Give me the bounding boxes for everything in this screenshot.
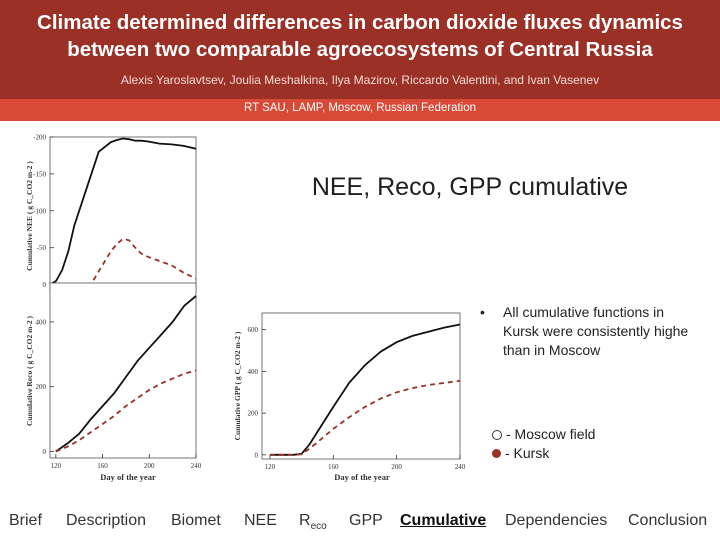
- series-line-dashed: [55, 369, 197, 453]
- x-axis-label: Day of the year: [100, 472, 156, 482]
- nav-conclusion[interactable]: Conclusion: [628, 512, 708, 529]
- series-line-dashed: [269, 379, 461, 456]
- chart-panel-3: 0 200 400 600 120 160 200 240 Cumulative GPP ( g…: [233, 312, 466, 482]
- chart-frame: [49, 136, 197, 293]
- x-tick-label: 120: [265, 463, 276, 471]
- cumulative-charts: 0 -50 -100 -150 -200 Cumulative NEE ( g C_CO2…: [25, 134, 466, 483]
- chart-panel-2: 0 200 400 120 160 200 240 Cumulative Reco ( g C…: [25, 282, 202, 482]
- nav-reco-label: R: [299, 512, 311, 529]
- nav-reco-sub: eco: [310, 521, 327, 533]
- affiliation-text: RT SAU, LAMP, Moscow, Russian Federation: [243, 102, 477, 114]
- section-title: NEE, Reco, GPP cumulative: [311, 173, 629, 201]
- legend-moscow: - Moscow field: [492, 425, 595, 444]
- chart-panel-1: 0 -50 -100 -150 -200 Cumulative NEE ( g C_CO2…: [25, 134, 197, 298]
- legend-kursk-label: - Kursk: [505, 445, 550, 461]
- y-tick-label: -150: [33, 170, 46, 178]
- x-tick-label: 200: [391, 463, 402, 471]
- legend-kursk: - Kursk: [492, 444, 595, 463]
- legend-moscow-label: - Moscow field: [506, 426, 596, 442]
- y-tick-label: 200: [248, 410, 259, 418]
- nav-cumulative[interactable]: Cumulative: [400, 512, 487, 529]
- nav-biomet[interactable]: Biomet: [171, 512, 221, 529]
- nav-description[interactable]: Description: [66, 512, 147, 529]
- x-tick-label: 160: [328, 463, 339, 471]
- chart-frame: [261, 312, 461, 460]
- y-tick-label: 600: [248, 326, 259, 334]
- x-tick-label: 200: [144, 462, 155, 470]
- bullet-icon: •: [480, 304, 485, 320]
- filled-circle-icon: [492, 449, 501, 458]
- title-line-2: between two comparable agroecosystems of…: [67, 38, 653, 61]
- slide-title: Climate determined differences in carbon…: [0, 9, 720, 63]
- y-tick-label: 400: [248, 368, 259, 376]
- nav-reco[interactable]: Reco: [299, 512, 327, 532]
- affiliation-bar: RT SAU, LAMP, Moscow, Russian Federation: [0, 99, 720, 121]
- y-tick-label: 0: [43, 281, 47, 289]
- x-tick-label: 240: [455, 463, 466, 471]
- nav-dependencies[interactable]: Dependencies: [505, 512, 608, 529]
- bullet-line-2: Kursk were consistently highe: [503, 323, 689, 339]
- nav-nee[interactable]: NEE: [244, 512, 277, 529]
- x-tick-label: 160: [97, 462, 108, 470]
- y-tick-label: 0: [43, 448, 47, 456]
- x-tick-label: 240: [191, 462, 202, 470]
- x-axis-label: Day of the year: [334, 472, 390, 482]
- authors-line: Alexis Yaroslavtsev, Joulia Meshalkina, …: [120, 73, 600, 87]
- y-tick-label: 0: [255, 451, 259, 459]
- legend: - Moscow field - Kursk: [492, 425, 595, 463]
- bottom-navigation: Brief Description Biomet NEE Reco GPP Cu…: [0, 504, 720, 540]
- y-tick-label: 200: [36, 383, 47, 391]
- chart-frame: [49, 282, 197, 459]
- y-tick-label: -50: [37, 244, 47, 252]
- nav-gpp[interactable]: GPP: [349, 512, 383, 529]
- bullet-line-1: All cumulative functions in: [503, 304, 665, 320]
- title-line-1: Climate determined differences in carbon…: [37, 11, 683, 34]
- y-tick-label: 400: [36, 318, 47, 326]
- series-line-solid: [55, 295, 197, 453]
- header-banner: Climate determined differences in carbon…: [0, 0, 720, 99]
- bullet-line-3: than in Moscow: [503, 342, 601, 358]
- x-tick-label: 120: [51, 462, 62, 470]
- series-line-solid: [49, 137, 197, 286]
- y-tick-label: -200: [33, 134, 46, 142]
- open-circle-icon: [492, 429, 502, 440]
- nav-brief[interactable]: Brief: [9, 512, 42, 529]
- y-tick-label: -100: [33, 207, 46, 215]
- y-axis-label: Cumulative GPP ( g C_CO2 m-2 ): [233, 331, 242, 440]
- y-axis-label: Cumulative NEE ( g C_CO2 m-2 ): [25, 161, 34, 271]
- y-axis-label: Cumulative Reco ( g C_CO2 m-2 ): [25, 316, 34, 426]
